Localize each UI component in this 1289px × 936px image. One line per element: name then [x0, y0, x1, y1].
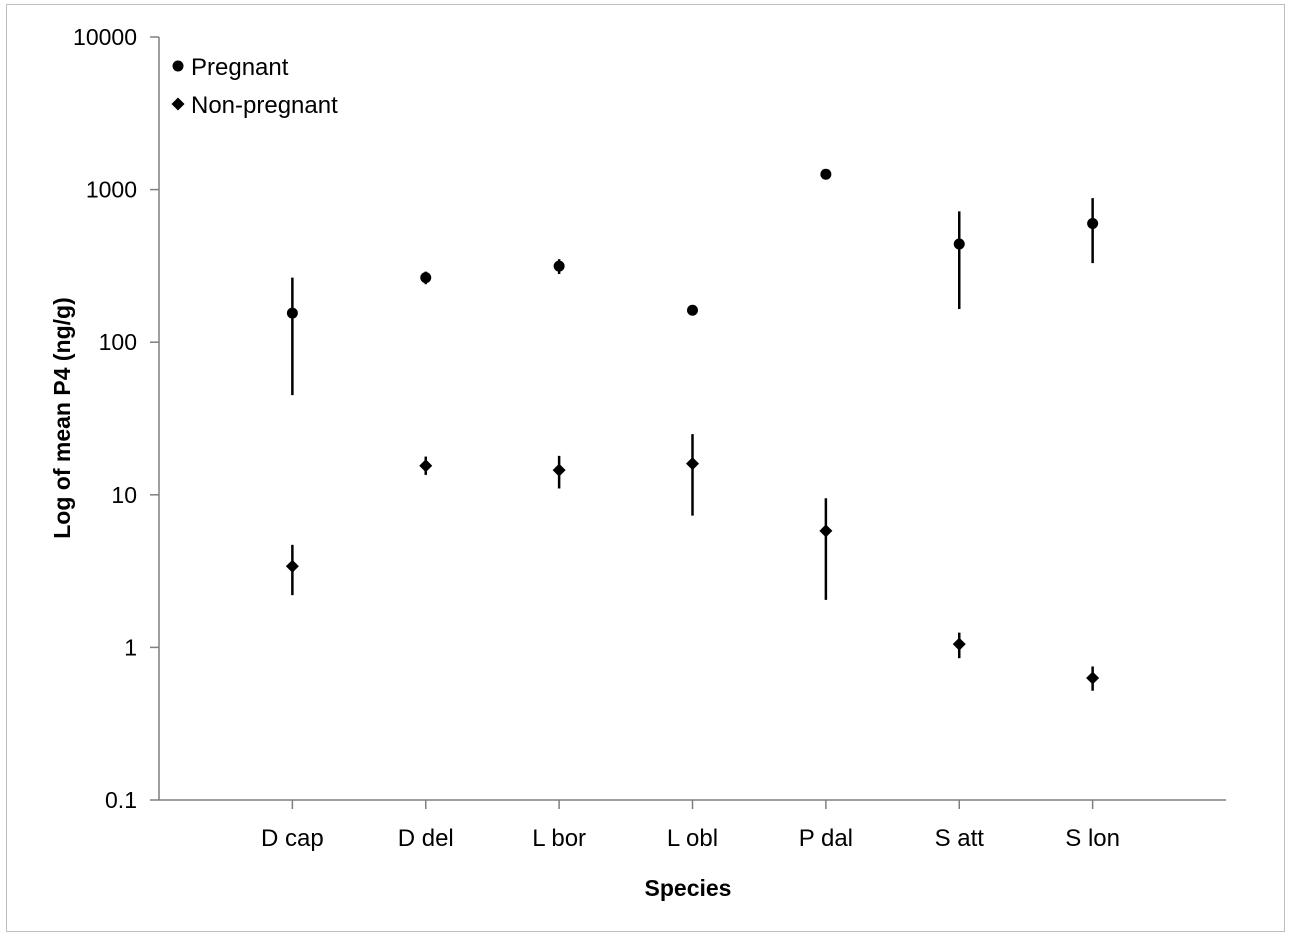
legend-label: Pregnant [191, 54, 289, 81]
non-pregnant-point [686, 457, 699, 471]
non-pregnant-point [1086, 671, 1100, 685]
x-tick-label: L bor [532, 825, 586, 852]
non-pregnant-point [952, 637, 966, 651]
x-axis-title: Species [645, 875, 732, 901]
legend: Pregnant Non-pregnant [171, 54, 338, 119]
x-axis-ticks: D cap D del L bor L obl P dal S att S lon [261, 800, 1120, 852]
x-tick-label: S lon [1065, 825, 1120, 852]
x-tick-label: D del [398, 825, 454, 852]
y-tick-label: 100 [99, 329, 137, 355]
data-marks [285, 168, 1100, 691]
y-axis-ticks: 0.1 1 10 100 1000 10000 [73, 24, 159, 813]
x-tick-label: P dal [799, 825, 853, 852]
legend-label: Non-pregnant [191, 92, 338, 119]
y-tick-label: 10000 [73, 24, 137, 50]
x-tick-label: S att [935, 825, 985, 852]
axes [158, 37, 1226, 801]
pregnant-point [420, 272, 432, 284]
y-tick-label: 0.1 [105, 787, 137, 813]
x-tick-label: L obl [667, 825, 718, 852]
pregnant-point [820, 168, 832, 180]
non-pregnant-point [419, 459, 433, 473]
x-tick-label: D cap [261, 825, 324, 852]
series-pregnant [286, 168, 1099, 396]
chart-frame [6, 4, 1285, 932]
y-tick-label: 1000 [86, 177, 137, 203]
y-axis-title: Log of mean P4 (ng/g) [49, 297, 75, 539]
non-pregnant-point [819, 524, 833, 538]
pregnant-point [286, 307, 298, 319]
non-pregnant-point [285, 559, 299, 573]
pregnant-point [953, 238, 965, 250]
non-pregnant-point [552, 463, 566, 477]
series-non-pregnant [285, 434, 1100, 691]
pregnant-point [553, 260, 565, 272]
legend-circle-icon [172, 60, 184, 72]
y-tick-label: 10 [111, 482, 137, 508]
pregnant-point [687, 304, 698, 316]
pregnant-point [1087, 217, 1099, 229]
y-tick-label: 1 [124, 634, 137, 660]
legend-diamond-icon [171, 97, 185, 111]
